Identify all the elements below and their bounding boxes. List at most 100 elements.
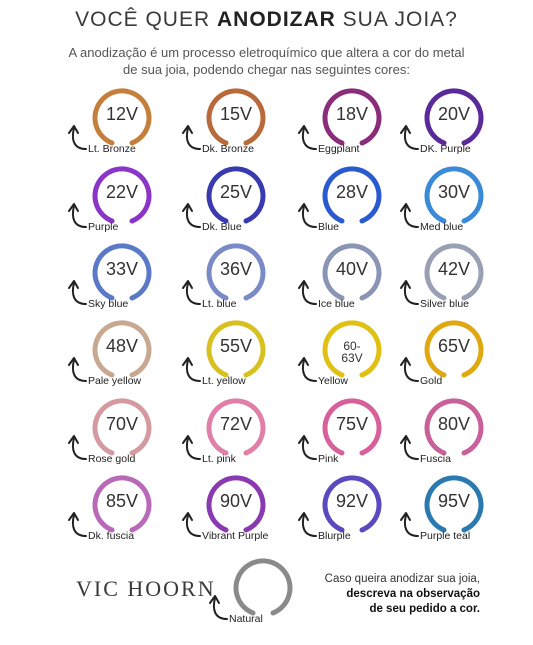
color-swatch: 30V Med blue: [398, 164, 518, 240]
color-swatch: 65V Gold: [398, 318, 518, 394]
color-swatch: 22V Purple: [66, 164, 186, 240]
color-name-label: Med blue: [420, 221, 464, 233]
curved-arrow-icon: [68, 435, 87, 460]
color-name-label: Fuscia: [420, 453, 451, 465]
ring-icon: [206, 243, 266, 301]
curved-arrow-icon: [182, 125, 201, 150]
voltage-label: 40V: [335, 259, 369, 279]
voltage-label: 48V: [105, 336, 139, 356]
color-name-label: Lt. pink: [202, 453, 236, 465]
ring-icon: [206, 88, 266, 146]
curved-arrow-icon: [68, 357, 87, 382]
color-swatch: 28V Blue: [296, 164, 416, 240]
color-swatch: 92V Blurple: [296, 473, 416, 549]
voltage-label: 36V: [219, 259, 253, 279]
color-name-label: Lt. yellow: [202, 375, 246, 387]
voltage-label: 33V: [105, 259, 139, 279]
ring-icon: [424, 166, 484, 224]
voltage-label: 20V: [437, 104, 471, 124]
curved-arrow-icon: [68, 280, 87, 305]
ring-icon: [206, 398, 266, 456]
ring-icon: [92, 475, 152, 533]
color-name-label: Yellow: [318, 375, 348, 387]
color-swatch: 42V Silver blue: [398, 241, 518, 317]
curved-arrow-icon: [182, 203, 201, 228]
color-swatch: 36V Lt. blue: [180, 241, 300, 317]
ring-icon: [92, 398, 152, 456]
color-name-label: DK. Purple: [420, 143, 471, 155]
color-name-label: Gold: [420, 375, 443, 387]
curved-arrow-icon: [182, 280, 201, 305]
color-swatch: 48V Pale yellow: [66, 318, 186, 394]
color-name-label: Sky blue: [88, 298, 129, 310]
color-name-label: Dk. Bronze: [202, 143, 254, 155]
voltage-label: 85V: [105, 491, 139, 511]
color-swatch: 18V Eggplant: [296, 86, 416, 162]
color-name-label: Pale yellow: [88, 375, 142, 387]
curved-arrow-icon: [400, 435, 419, 460]
voltage-label: 65V: [437, 336, 471, 356]
curved-arrow-icon: [400, 280, 419, 305]
ring-icon: [322, 320, 382, 378]
ring-icon: [92, 88, 152, 146]
color-name-label: Eggplant: [318, 143, 360, 155]
voltage-label: 25V: [219, 182, 253, 202]
color-swatch: 25V Dk. Blue: [180, 164, 300, 240]
color-name-label: Pink: [318, 453, 339, 465]
ring-icon: [322, 166, 382, 224]
color-swatch: 12V Lt. Bronze: [66, 86, 186, 162]
color-swatch: 40V Ice blue: [296, 241, 416, 317]
color-name-label: Ice blue: [318, 298, 355, 310]
color-swatch: 85V Dk. fuscia: [66, 473, 186, 549]
color-name-label: Natural: [229, 613, 263, 625]
voltage-label: 15V: [219, 104, 253, 124]
color-swatch: 72V Lt. pink: [180, 396, 300, 472]
curved-arrow-icon: [298, 125, 317, 150]
curved-arrow-icon: [400, 357, 419, 382]
color-name-label: Rose gold: [88, 453, 136, 465]
color-swatch: 90V Vibrant Purple: [180, 473, 300, 549]
color-name-label: Blurple: [318, 530, 351, 542]
title-bold: ANODIZAR: [216, 8, 336, 31]
ring-icon: [233, 558, 293, 616]
ring-icon: [424, 320, 484, 378]
brand-logo: VIC HOORN: [76, 576, 216, 601]
curved-arrow-icon: [298, 357, 317, 382]
note-line-2: descreva na observação: [346, 588, 480, 600]
color-swatch: 20V DK. Purple: [398, 86, 518, 162]
voltage-label: 55V: [219, 336, 253, 356]
voltage-label: 42V: [437, 259, 471, 279]
ring-icon: [92, 166, 152, 224]
curved-arrow-icon: [209, 595, 228, 620]
color-swatch: 80V Fuscia: [398, 396, 518, 472]
ring-icon: [206, 320, 266, 378]
curved-arrow-icon: [298, 512, 317, 537]
curved-arrow-icon: [298, 435, 317, 460]
ring-icon: [322, 475, 382, 533]
ring-icon: [322, 243, 382, 301]
ring-icon: [424, 88, 484, 146]
ring-icon: [206, 166, 266, 224]
natural-swatch: Natural: [207, 556, 327, 632]
voltage-label: 92V: [335, 491, 369, 511]
color-name-label: Dk. Blue: [202, 221, 242, 233]
page-title: VOCÊ QUER ANODIZAR SUA JOIA?: [0, 8, 533, 32]
voltage-label: 22V: [105, 182, 139, 202]
order-note: Caso queira anodizar sua joia, descreva …: [300, 572, 480, 617]
voltage-label: 80V: [437, 414, 471, 434]
curved-arrow-icon: [182, 435, 201, 460]
color-name-label: Purple teal: [420, 530, 471, 542]
page-subtitle: A anodização é um processo eletroquímico…: [68, 45, 465, 77]
curved-arrow-icon: [400, 125, 419, 150]
color-swatch: 95V Purple teal: [398, 473, 518, 549]
color-swatch: 33V Sky blue: [66, 241, 186, 317]
color-name-label: Lt. blue: [202, 298, 237, 310]
curved-arrow-icon: [182, 357, 201, 382]
curved-arrow-icon: [298, 203, 317, 228]
voltage-label: 70V: [105, 414, 139, 434]
color-name-label: Dk. fuscia: [88, 530, 135, 542]
voltage-label: 30V: [437, 182, 471, 202]
curved-arrow-icon: [68, 203, 87, 228]
color-swatch: 60- 63V Yellow: [296, 318, 416, 394]
